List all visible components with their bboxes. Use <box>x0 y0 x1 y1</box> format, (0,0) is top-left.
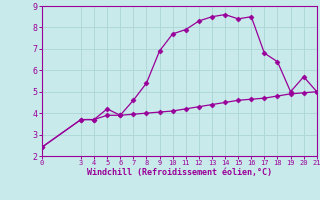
X-axis label: Windchill (Refroidissement éolien,°C): Windchill (Refroidissement éolien,°C) <box>87 168 272 177</box>
